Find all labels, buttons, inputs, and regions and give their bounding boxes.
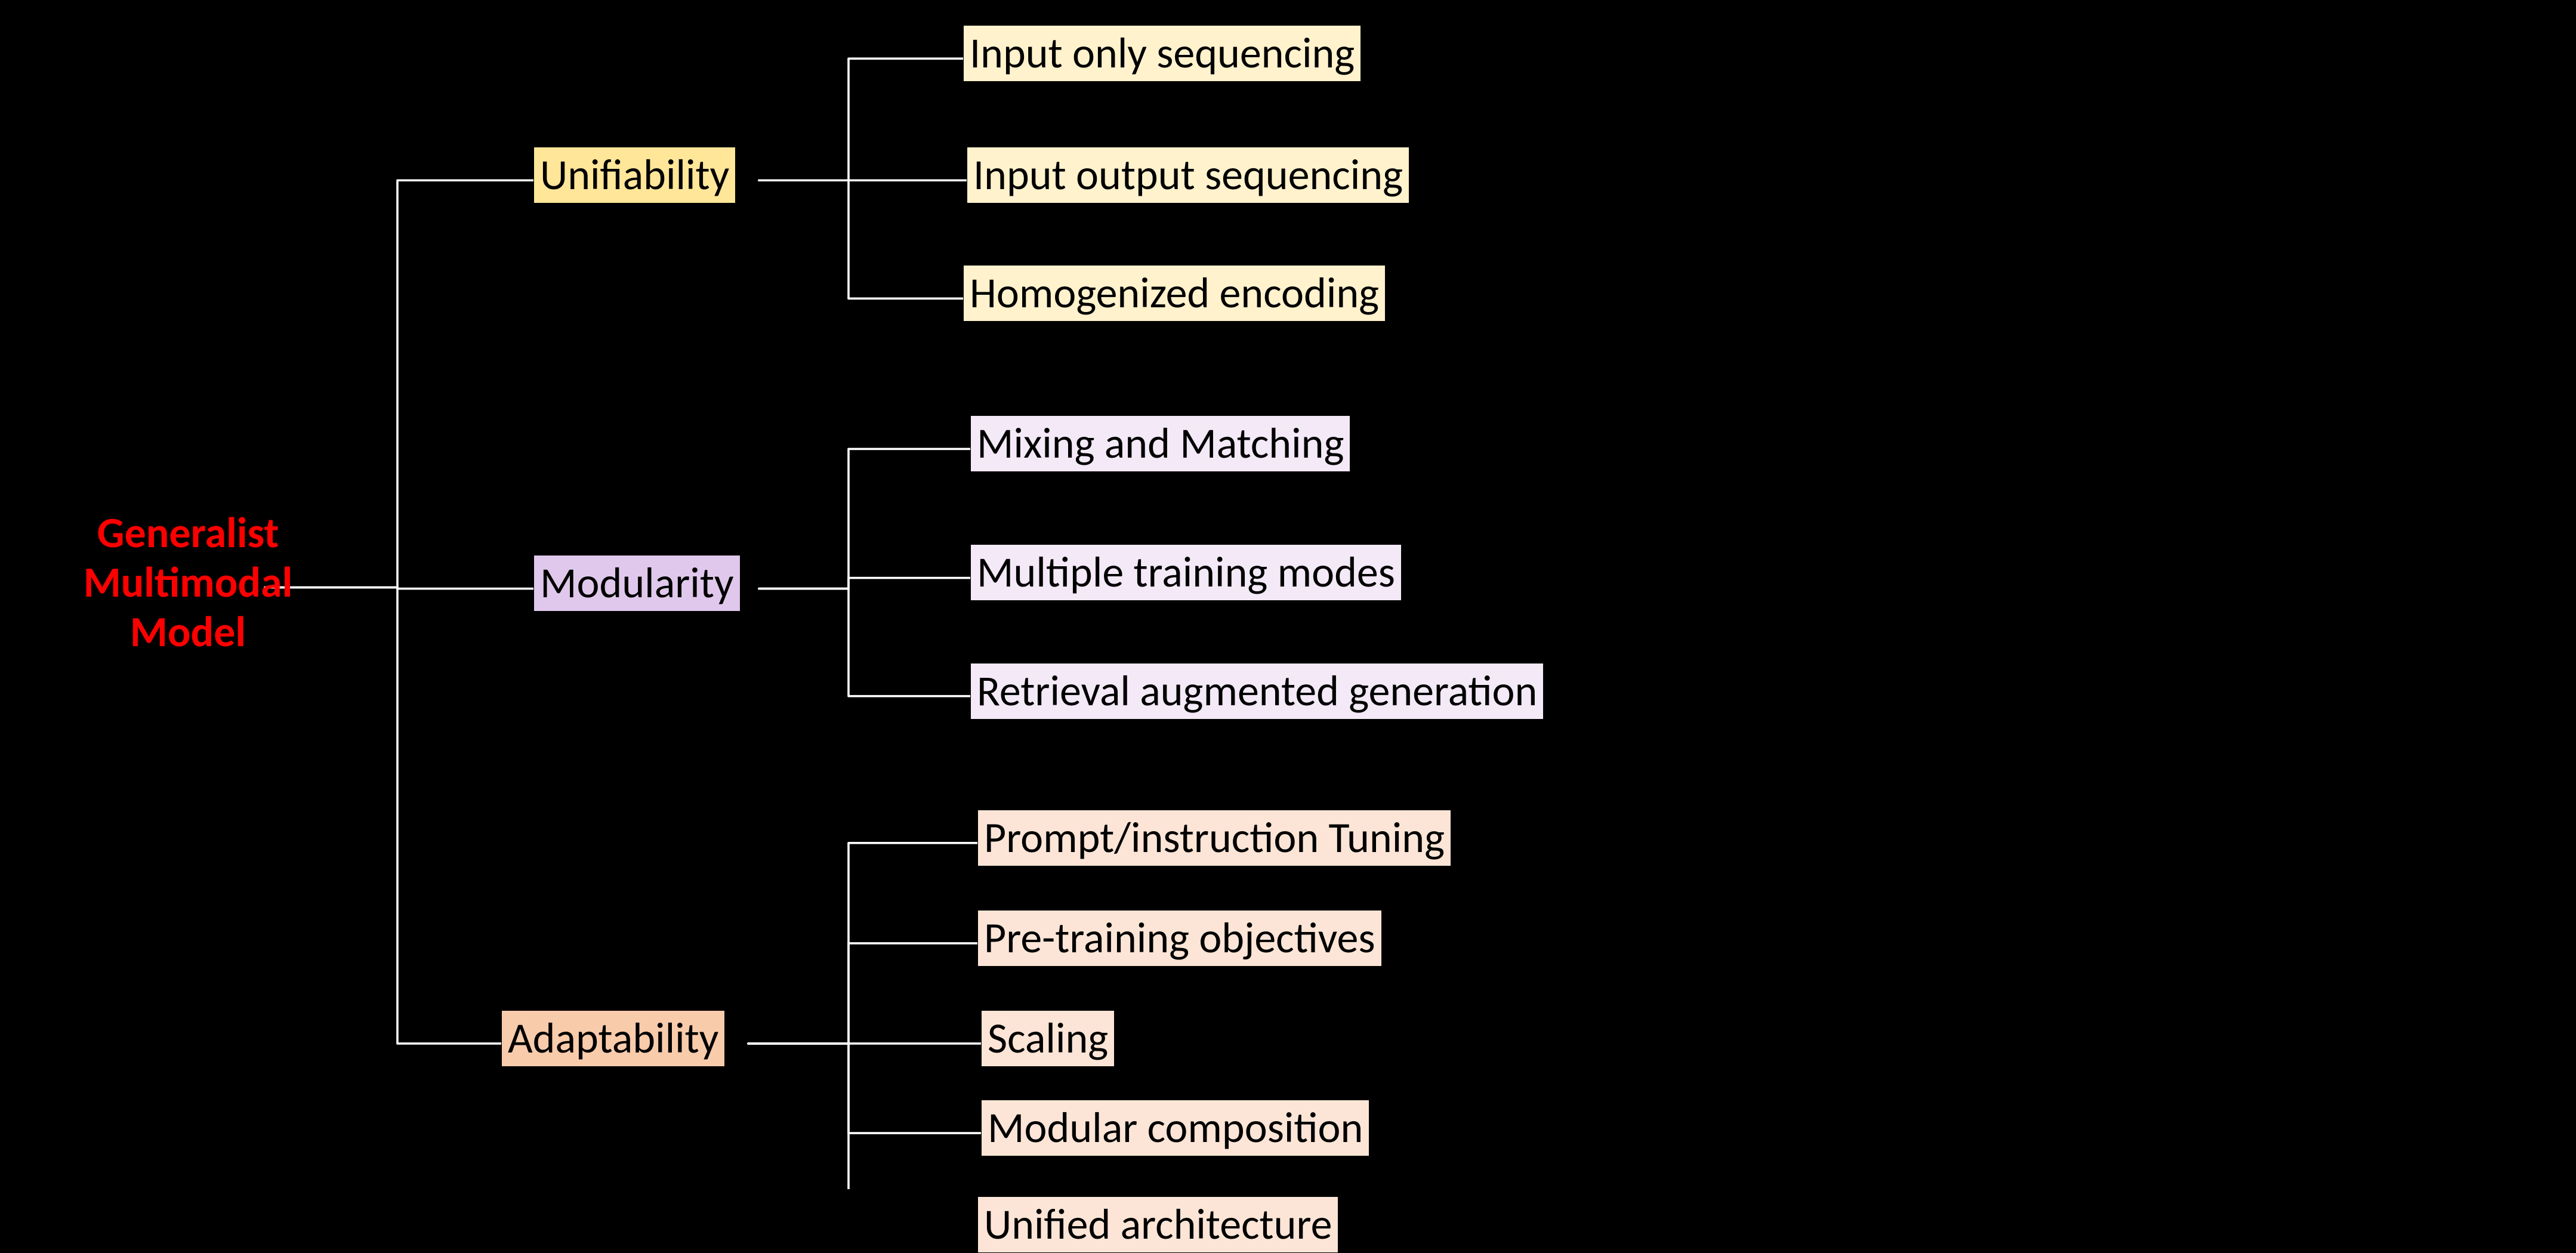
leaf-u1: Input only sequencing: [963, 25, 1361, 82]
leaf-a5: Unified architecture: [977, 1196, 1338, 1253]
leaf-m3: Retrieval augmented generation: [970, 663, 1544, 720]
leaf-a3: Scaling: [981, 1010, 1115, 1067]
leaf-a4: Modular composition: [981, 1100, 1369, 1156]
leaf-m1: Mixing and Matching: [970, 415, 1350, 472]
leaf-u3: Homogenized encoding: [963, 265, 1386, 322]
leaf-u2: Input output sequencing: [967, 147, 1409, 203]
category-unifiability: Unifiability: [533, 147, 736, 203]
leaf-m2: Multiple training modes: [970, 544, 1402, 601]
leaf-a1: Prompt/instruction Tuning: [977, 810, 1451, 866]
category-modularity: Modularity: [533, 555, 741, 612]
root-label: Generalist Multimodal Model: [45, 508, 331, 656]
leaf-a2: Pre-training objectives: [977, 910, 1382, 967]
category-adaptability: Adaptability: [501, 1010, 725, 1067]
diagram-stage: Generalist Multimodal Model Unifiability I…: [0, 0, 2576, 1189]
